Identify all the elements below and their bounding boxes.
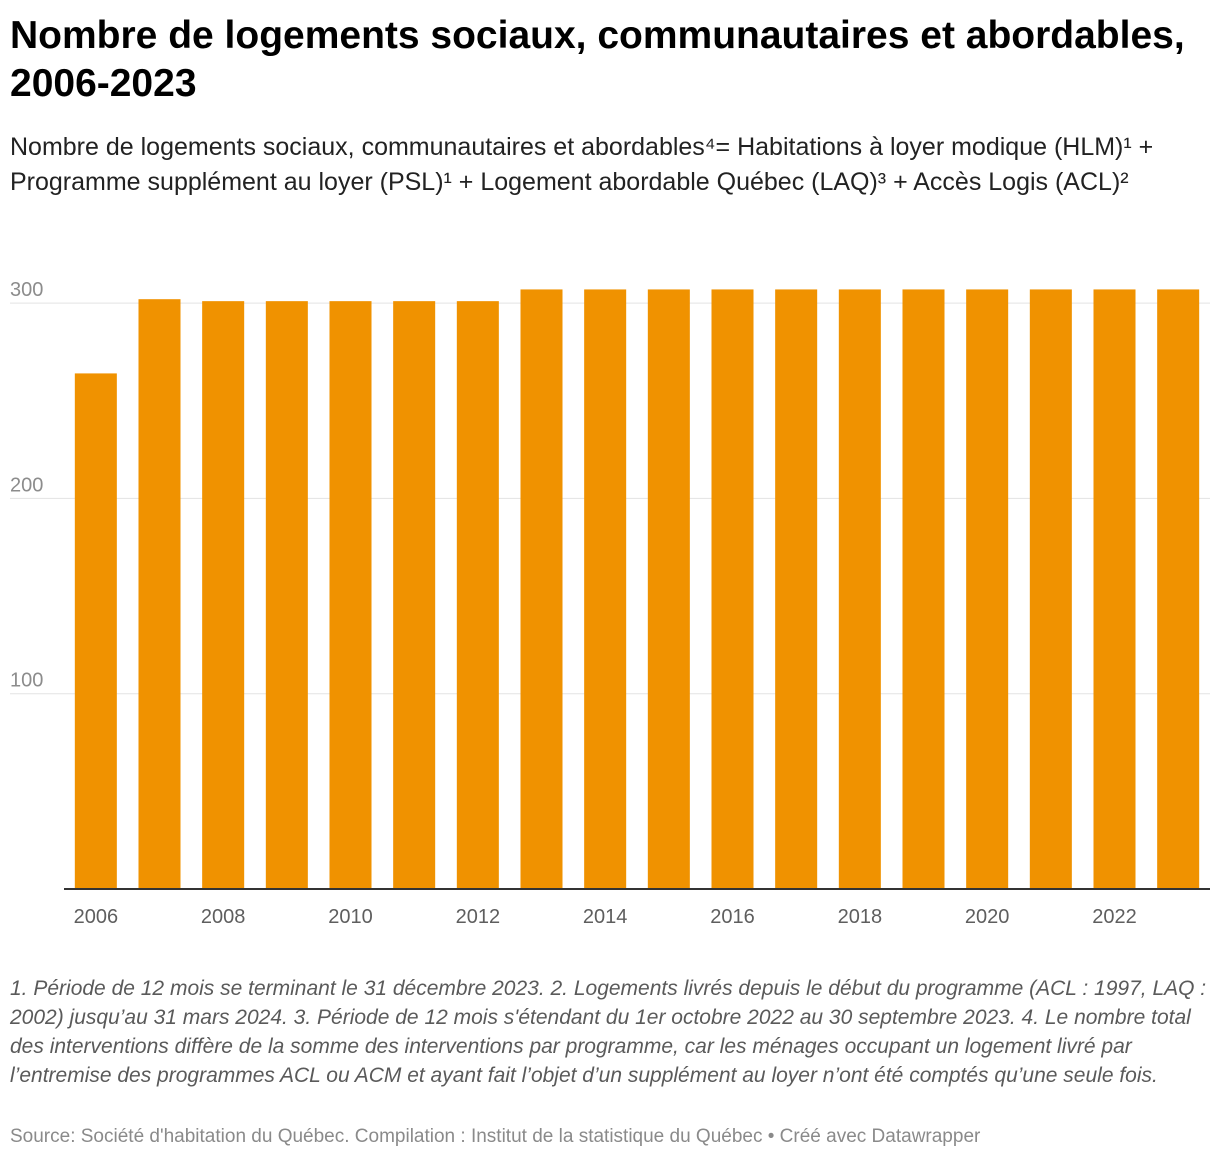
bar-2018 xyxy=(838,289,881,889)
x-tick-label-2016: 2016 xyxy=(710,906,755,928)
bar-2010 xyxy=(329,301,372,889)
y-tick-label-100: 100 xyxy=(10,670,43,692)
bar-2020 xyxy=(966,289,1009,889)
bars xyxy=(74,289,1200,889)
y-tick-label-200: 200 xyxy=(10,474,43,496)
x-tick-label-2014: 2014 xyxy=(583,906,628,928)
bar-2006 xyxy=(74,373,117,889)
x-tick-label-2022: 2022 xyxy=(1092,906,1137,928)
chart-title: Nombre de logements sociaux, communautai… xyxy=(10,14,1185,105)
bar-2021 xyxy=(1029,289,1072,889)
bar-2011 xyxy=(393,301,436,889)
bar-2008 xyxy=(202,301,245,889)
x-tick-label-2006: 2006 xyxy=(74,906,119,928)
x-tick-label-2008: 2008 xyxy=(201,906,246,928)
bar-2023 xyxy=(1157,289,1200,889)
bar-2014 xyxy=(584,289,627,889)
source-line: Source: Société d'habitation du Québec. … xyxy=(10,1126,981,1147)
footnotes: 1. Période de 12 mois se terminant le 31… xyxy=(10,977,1207,1087)
tick-labels: 100 200 300 2006 2008 2010 2012 2014 2016 2018 202… xyxy=(10,279,1137,928)
bar-2012 xyxy=(456,301,499,889)
bar-2015 xyxy=(647,289,690,889)
x-tick-label-2020: 2020 xyxy=(965,906,1010,928)
bar-2017 xyxy=(775,289,818,889)
bar-2019 xyxy=(902,289,945,889)
bar-2007 xyxy=(138,299,181,889)
bar-2009 xyxy=(265,301,308,889)
x-tick-label-2010: 2010 xyxy=(328,906,373,928)
bar-2022 xyxy=(1093,289,1136,889)
bar-2013 xyxy=(520,289,563,889)
bar-2016 xyxy=(711,289,754,889)
y-tick-label-300: 300 xyxy=(10,279,43,301)
x-tick-label-2018: 2018 xyxy=(838,906,883,928)
chart-subtitle: Nombre de logements sociaux, communautai… xyxy=(10,133,1154,196)
x-tick-label-2012: 2012 xyxy=(456,906,501,928)
bar-chart: 100 200 300 2006 2008 2010 2012 2014 2016 2018 202… xyxy=(10,279,1210,928)
